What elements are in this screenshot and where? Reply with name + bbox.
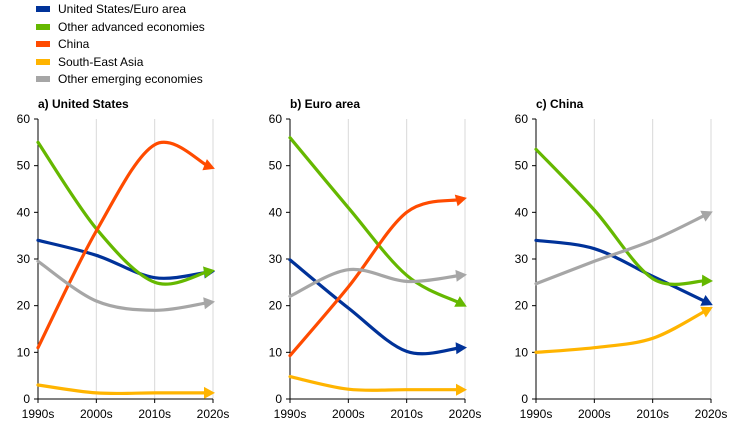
- series-arrowhead-other-emerging-economies: [455, 269, 467, 282]
- x-tick-label: 1990s: [22, 407, 55, 421]
- series-arrowhead-other-advanced-economies: [454, 296, 467, 307]
- panel-title: b) Euro area: [290, 97, 360, 111]
- series-arrowhead-united-states-euro-area: [455, 342, 467, 355]
- legend-swatch: [36, 76, 50, 83]
- series-line-other-advanced-economies: [288, 136, 462, 305]
- legend-swatch: [36, 6, 50, 12]
- x-tick-label: 2010s: [138, 407, 171, 421]
- y-tick-label: 50: [269, 159, 283, 173]
- x-tick-label: 2020s: [449, 407, 482, 421]
- y-tick-label: 20: [17, 299, 31, 313]
- series-line-other-emerging-economies: [288, 267, 462, 298]
- panel-title: a) United States: [38, 97, 129, 111]
- x-tick-label: 1990s: [520, 407, 553, 421]
- y-tick-label: 40: [269, 205, 283, 219]
- x-tick-label: 2010s: [636, 407, 669, 421]
- panel-title: c) China: [536, 97, 584, 111]
- x-tick-label: 2020s: [695, 407, 728, 421]
- x-tick-label: 2000s: [578, 407, 611, 421]
- y-tick-label: 30: [269, 252, 283, 266]
- series-line-other-emerging-economies: [36, 259, 210, 312]
- series-arrowhead-china: [202, 159, 215, 171]
- x-tick-label: 2020s: [197, 407, 230, 421]
- y-tick-label: 40: [17, 205, 31, 219]
- series-line-south-east-asia: [534, 308, 708, 354]
- y-tick-label: 20: [269, 299, 283, 313]
- series-line-other-emerging-economies: [534, 213, 708, 286]
- series-line-united-states-euro-area: [534, 238, 708, 304]
- series-arrowhead-south-east-asia: [456, 383, 467, 396]
- series-arrowhead-united-states-euro-area: [700, 295, 713, 306]
- y-tick-label: 0: [521, 392, 528, 406]
- y-tick-label: 60: [269, 112, 283, 126]
- y-tick-label: 60: [17, 112, 31, 126]
- series-arrowhead-other-advanced-economies: [203, 266, 215, 279]
- chart-panel-2: b) Euro area 0 10 20 30 40 50 60 1990s 2000s 2010s…: [269, 97, 482, 421]
- legend-swatch: [36, 41, 50, 48]
- y-tick-label: 20: [515, 299, 529, 313]
- y-tick-label: 40: [515, 205, 529, 219]
- y-tick-label: 60: [515, 112, 529, 126]
- series-line-south-east-asia: [36, 383, 210, 396]
- legend-swatch: [36, 23, 50, 30]
- x-tick-label: 2000s: [332, 407, 365, 421]
- y-tick-label: 50: [515, 159, 529, 173]
- legend-label: United States/Euro area: [58, 2, 187, 16]
- series-line-united-states-euro-area: [36, 238, 210, 280]
- y-tick-label: 0: [275, 392, 282, 406]
- series-line-south-east-asia: [288, 375, 462, 392]
- series-line-china: [36, 140, 210, 350]
- series-arrowhead-other-emerging-economies: [203, 297, 215, 310]
- series-arrowhead-other-advanced-economies: [701, 274, 713, 287]
- series-arrowhead-south-east-asia: [700, 306, 713, 318]
- series-arrowhead-china: [454, 194, 467, 207]
- y-tick-label: 50: [17, 159, 31, 173]
- y-tick-label: 10: [269, 345, 283, 359]
- legend-label: Other advanced economies: [58, 19, 205, 34]
- x-tick-label: 1990s: [274, 407, 307, 421]
- chart-panel-1: a) United States 0 10 20 30 40 50 60 1990s 2000s 2…: [17, 97, 230, 421]
- series-line-other-advanced-economies: [36, 140, 210, 286]
- legend-swatch: [36, 58, 50, 65]
- legend-label: China: [58, 37, 90, 52]
- y-tick-label: 10: [17, 345, 31, 359]
- legend-label: South-East Asia: [58, 54, 144, 69]
- x-tick-label: 2010s: [390, 407, 423, 421]
- y-tick-label: 0: [23, 392, 30, 406]
- legend-label: Other emerging economies: [58, 72, 203, 87]
- y-tick-label: 30: [17, 252, 31, 266]
- chart-panel-3: c) China 0 10 20 30 40 50 60 1990s 2000s 2010s 2020…: [515, 97, 728, 421]
- series-arrowhead-south-east-asia: [204, 386, 215, 399]
- series-arrowhead-other-emerging-economies: [700, 210, 713, 222]
- series-line-united-states-euro-area: [288, 258, 462, 356]
- series-line-china: [288, 198, 462, 358]
- series-line-other-advanced-economies: [534, 147, 708, 286]
- x-tick-label: 2000s: [80, 407, 113, 421]
- y-tick-label: 10: [515, 345, 529, 359]
- y-tick-label: 30: [515, 252, 529, 266]
